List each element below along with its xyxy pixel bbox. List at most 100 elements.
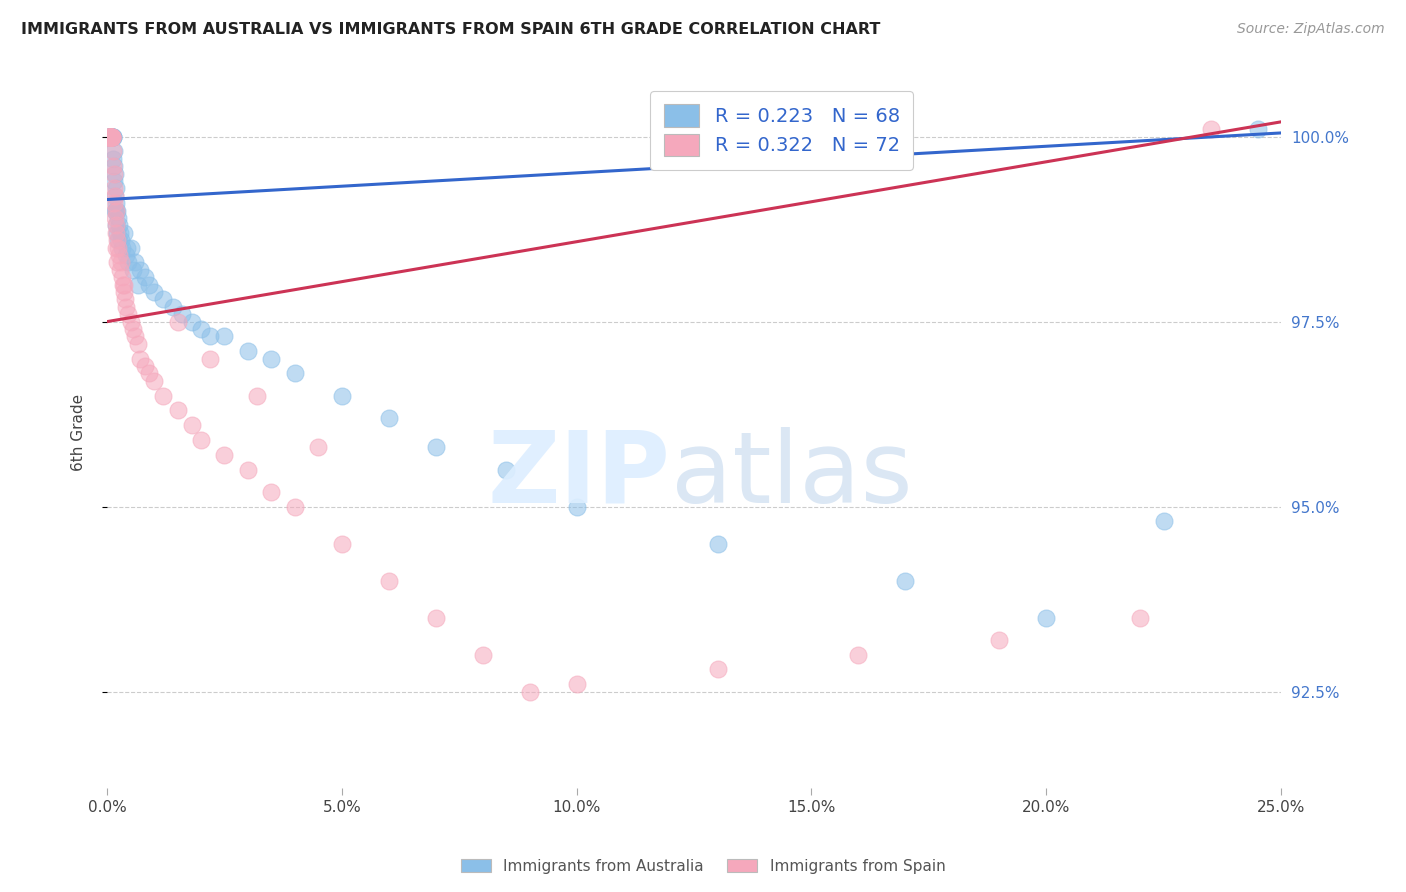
Point	[260, 484, 283, 499]
Point	[97, 129, 120, 144]
Point	[330, 388, 353, 402]
Point	[114, 293, 136, 307]
Point	[101, 152, 124, 166]
Point	[378, 574, 401, 588]
Point	[112, 226, 135, 240]
Point	[127, 336, 149, 351]
Text: atlas: atlas	[671, 426, 912, 524]
Point	[122, 322, 145, 336]
Point	[330, 536, 353, 550]
Point	[138, 277, 160, 292]
Point	[117, 255, 139, 269]
Point	[134, 270, 156, 285]
Point	[425, 441, 447, 455]
Point	[98, 129, 121, 144]
Point	[143, 374, 166, 388]
Legend: Immigrants from Australia, Immigrants from Spain: Immigrants from Australia, Immigrants fr…	[454, 853, 952, 880]
Point	[103, 181, 125, 195]
Text: ZIP: ZIP	[488, 426, 671, 524]
Legend: R = 0.223   N = 68, R = 0.322   N = 72: R = 0.223 N = 68, R = 0.322 N = 72	[651, 91, 914, 169]
Point	[100, 129, 122, 144]
Point	[236, 344, 259, 359]
Point	[104, 203, 127, 218]
Point	[246, 388, 269, 402]
Point	[166, 315, 188, 329]
Point	[98, 129, 121, 144]
Point	[103, 196, 125, 211]
Point	[100, 129, 122, 144]
Point	[98, 129, 121, 144]
Point	[129, 262, 152, 277]
Point	[138, 367, 160, 381]
Point	[190, 322, 212, 336]
Point	[706, 536, 728, 550]
Point	[108, 219, 131, 233]
Point	[107, 211, 129, 225]
Point	[100, 129, 122, 144]
Point	[115, 248, 138, 262]
Point	[706, 662, 728, 676]
Point	[519, 684, 541, 698]
Point	[307, 441, 329, 455]
Point	[100, 129, 122, 144]
Point	[98, 129, 121, 144]
Point	[110, 226, 132, 240]
Point	[105, 196, 128, 211]
Point	[378, 410, 401, 425]
Y-axis label: 6th Grade: 6th Grade	[72, 394, 86, 471]
Point	[97, 129, 120, 144]
Point	[1035, 610, 1057, 624]
Point	[180, 418, 202, 433]
Point	[100, 129, 122, 144]
Point	[104, 181, 127, 195]
Point	[134, 359, 156, 373]
Point	[101, 159, 124, 173]
Point	[98, 129, 121, 144]
Point	[103, 189, 125, 203]
Point	[284, 500, 307, 514]
Point	[101, 129, 124, 144]
Point	[127, 277, 149, 292]
Point	[107, 233, 129, 247]
Point	[112, 277, 135, 292]
Point	[101, 145, 124, 159]
Point	[117, 307, 139, 321]
Point	[105, 241, 128, 255]
Point	[107, 233, 129, 247]
Point	[103, 159, 125, 173]
Point	[111, 270, 134, 285]
Point	[100, 129, 122, 144]
Point	[200, 329, 222, 343]
Point	[214, 329, 236, 343]
Point	[100, 129, 122, 144]
Point	[103, 203, 125, 218]
Point	[120, 241, 142, 255]
Point	[103, 189, 125, 203]
Point	[107, 203, 129, 218]
Point	[104, 203, 127, 218]
Point	[236, 462, 259, 476]
Point	[107, 255, 129, 269]
Point	[100, 129, 122, 144]
Point	[98, 129, 121, 144]
Point	[172, 307, 194, 321]
Point	[100, 129, 122, 144]
Point	[1199, 122, 1222, 136]
Point	[200, 351, 222, 366]
Text: Source: ZipAtlas.com: Source: ZipAtlas.com	[1237, 22, 1385, 37]
Point	[166, 403, 188, 417]
Point	[100, 129, 122, 144]
Point	[894, 574, 917, 588]
Point	[103, 211, 125, 225]
Point	[107, 226, 129, 240]
Point	[100, 129, 122, 144]
Point	[214, 448, 236, 462]
Point	[110, 255, 132, 269]
Point	[124, 255, 146, 269]
Point	[284, 367, 307, 381]
Point	[101, 129, 124, 144]
Point	[98, 129, 121, 144]
Point	[100, 129, 122, 144]
Point	[495, 462, 517, 476]
Point	[115, 241, 138, 255]
